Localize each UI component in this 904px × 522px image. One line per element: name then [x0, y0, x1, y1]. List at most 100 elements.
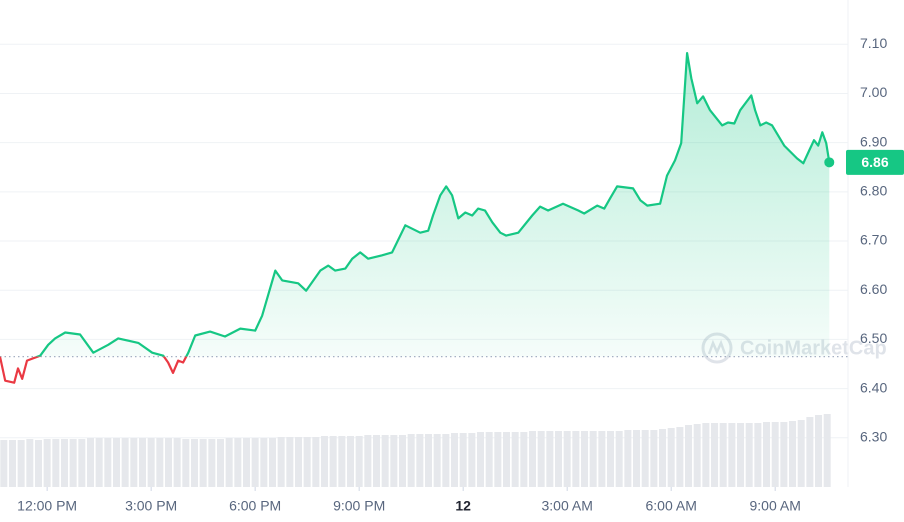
volume-bar: [433, 434, 441, 487]
volume-bar: [216, 439, 224, 487]
volume-bar: [641, 430, 649, 487]
volume-bar: [321, 436, 329, 487]
volume-bar: [190, 439, 198, 487]
y-tick-label: 6.90: [860, 133, 887, 149]
volume-bar: [347, 436, 355, 487]
volume-bar: [685, 425, 693, 487]
volume-bar: [537, 431, 545, 487]
volume-bar: [650, 430, 658, 487]
current-price-badge: [846, 149, 904, 175]
volume-bar: [598, 431, 606, 487]
volume-bar: [225, 438, 233, 487]
volume-bar: [529, 431, 537, 487]
volume-bar: [442, 434, 450, 487]
volume-bar: [34, 440, 42, 487]
volume-bar: [728, 423, 736, 487]
volume-bar: [693, 424, 701, 487]
volume-bar: [399, 435, 407, 487]
volume-bar: [563, 431, 571, 487]
y-tick-label: 7.10: [860, 35, 887, 51]
x-tick-label: 12:00 PM: [17, 498, 77, 514]
x-tick-label: 9:00 AM: [750, 498, 801, 514]
volume-bar: [329, 436, 337, 487]
volume-bar: [147, 438, 155, 487]
volume-bar: [8, 440, 16, 487]
volume-bar: [719, 423, 727, 487]
volume-bar: [589, 431, 597, 487]
volume-bar: [199, 439, 207, 487]
volume-bar: [780, 422, 788, 487]
volume-bar: [164, 438, 172, 487]
volume-bar: [251, 438, 259, 487]
volume-bar: [303, 437, 311, 487]
volume-bar: [373, 435, 381, 487]
volume-bar: [381, 435, 389, 487]
x-tick-label: 9:00 PM: [333, 498, 385, 514]
volume-bar: [156, 438, 164, 487]
volume-bar: [60, 439, 68, 487]
volume-bar: [485, 432, 493, 487]
volume-bar: [806, 417, 814, 487]
volume-bar: [763, 422, 771, 487]
volume-bar: [355, 436, 363, 487]
volume-bar: [95, 438, 103, 487]
volume-bar: [43, 439, 51, 487]
volume-bar: [624, 430, 632, 487]
volume-bar: [416, 434, 424, 487]
volume-bar: [338, 436, 346, 487]
volume-bar: [659, 429, 667, 487]
y-tick-label: 6.40: [860, 379, 887, 395]
x-tick-label: 6:00 PM: [229, 498, 281, 514]
price-area: [0, 53, 830, 357]
volume-bar: [104, 438, 112, 487]
volume-bar: [69, 439, 77, 487]
x-tick-label: 12: [455, 498, 471, 514]
volume-bar: [130, 438, 138, 487]
volume-bar: [789, 421, 797, 487]
volume-bar: [208, 439, 216, 487]
volume-bar: [581, 431, 589, 487]
volume-bar: [546, 431, 554, 487]
volume-bar: [633, 430, 641, 487]
x-tick-label: 6:00 AM: [646, 498, 697, 514]
volume-bar: [737, 423, 745, 487]
volume-bar: [771, 422, 779, 487]
volume-bar: [26, 439, 34, 487]
volume-bar: [702, 423, 710, 487]
volume-bar: [815, 415, 823, 487]
y-tick-label: 7.00: [860, 84, 887, 100]
volume-bar: [745, 423, 753, 487]
volume-bar: [459, 433, 467, 487]
volume-bar: [312, 437, 320, 487]
volume-bar: [555, 431, 563, 487]
volume-bar: [294, 437, 302, 487]
volume-bar: [0, 440, 8, 487]
volume-bar: [520, 432, 528, 487]
volume-bar: [121, 438, 129, 487]
volume-bar: [182, 439, 190, 487]
volume-bar: [138, 438, 146, 487]
volume-bar: [494, 432, 502, 487]
x-tick-label: 3:00 PM: [125, 498, 177, 514]
volume-bar: [667, 428, 675, 487]
volume-bar: [468, 433, 476, 487]
volume-bar: [754, 423, 762, 487]
volume-bar: [572, 431, 580, 487]
volume-bar: [78, 439, 86, 487]
volume-bar: [173, 438, 181, 487]
volume-bar: [364, 435, 372, 487]
y-tick-label: 6.30: [860, 429, 887, 445]
current-price-label: 6.86: [861, 154, 888, 170]
volume-bar: [86, 438, 94, 487]
volume-bar: [425, 434, 433, 487]
y-tick-label: 6.80: [860, 183, 887, 199]
volume-bar: [615, 431, 623, 487]
price-line-down: [0, 356, 188, 384]
volume-bar: [390, 435, 398, 487]
volume-bar: [711, 423, 719, 487]
y-tick-label: 6.70: [860, 232, 887, 248]
volume-bar: [234, 438, 242, 487]
volume-bars: [0, 414, 831, 487]
x-tick-label: 3:00 AM: [541, 498, 592, 514]
